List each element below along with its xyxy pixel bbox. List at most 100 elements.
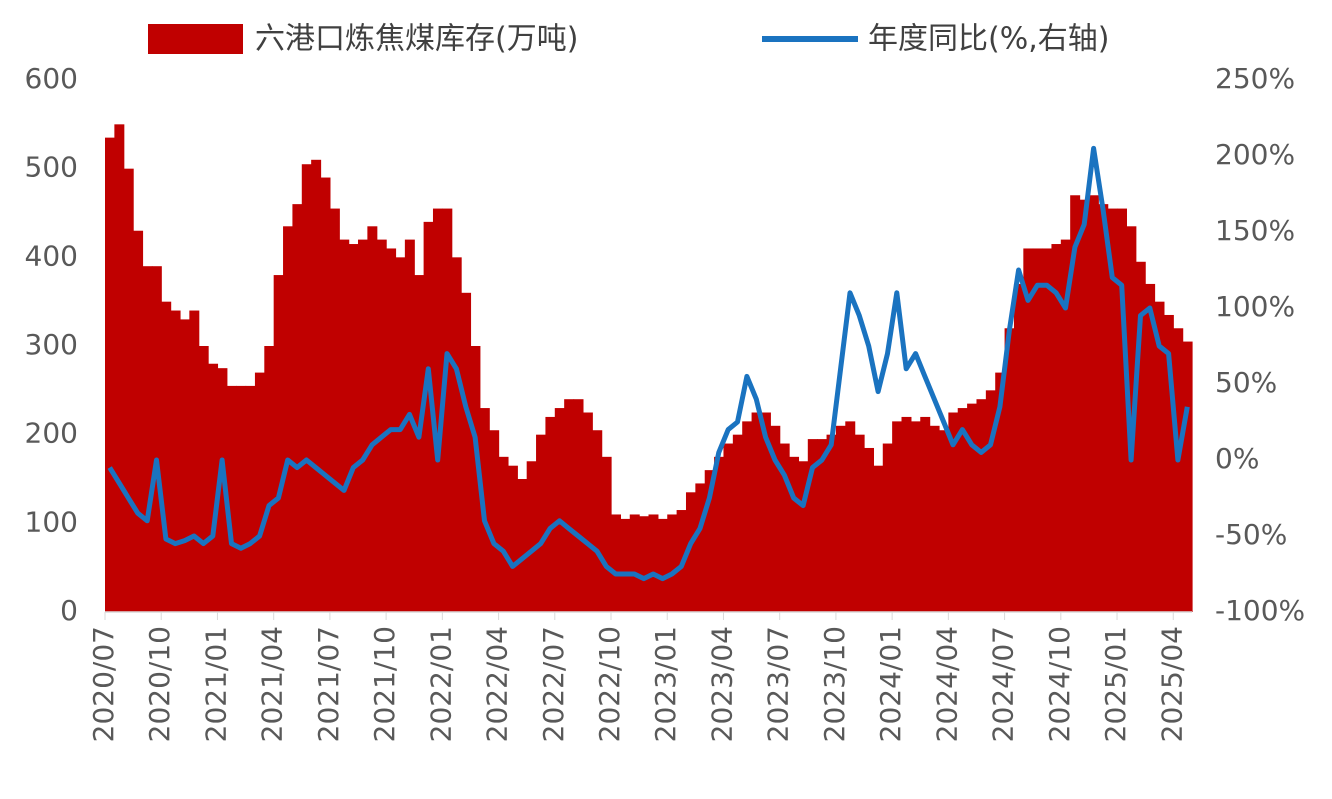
bar	[826, 434, 837, 612]
x-tick-label: 2021/10	[368, 626, 401, 742]
bar	[1060, 239, 1071, 612]
x-tick-label: 2022/10	[593, 626, 626, 742]
x-tick-label: 2020/07	[87, 626, 120, 742]
x-tick-label: 2025/01	[1099, 626, 1132, 742]
bar	[489, 430, 500, 612]
bar	[789, 456, 800, 612]
bar	[376, 239, 387, 612]
bar	[254, 372, 265, 612]
bar	[770, 425, 781, 612]
bar	[170, 310, 181, 612]
bar	[854, 434, 865, 612]
y2-tick-label: 200%	[1215, 138, 1295, 171]
bar	[245, 385, 256, 612]
y-tick-label: 300	[25, 328, 78, 361]
bar	[451, 257, 462, 612]
bar	[526, 461, 537, 612]
bar	[742, 421, 753, 612]
bar	[358, 239, 368, 612]
bar	[1163, 314, 1174, 612]
x-tick-label: 2023/04	[705, 626, 738, 742]
bar	[198, 346, 209, 612]
bar	[920, 416, 931, 612]
bar	[123, 168, 134, 612]
bar	[714, 456, 725, 612]
bar	[1117, 208, 1128, 613]
bar	[367, 226, 378, 613]
bar	[423, 221, 434, 612]
x-tick-label: 2020/10	[143, 626, 176, 742]
bar	[873, 465, 884, 612]
x-tick-label: 2024/01	[874, 626, 907, 742]
y2-tick-label: -100%	[1215, 594, 1305, 627]
y2-tick-label: 100%	[1215, 290, 1295, 323]
bar	[329, 208, 340, 613]
bar	[882, 443, 893, 612]
bar	[779, 443, 790, 612]
bar	[817, 439, 828, 612]
bar	[236, 385, 247, 612]
bar	[114, 124, 125, 612]
bar	[901, 416, 912, 612]
bar	[929, 425, 940, 612]
bar	[976, 399, 987, 612]
bar	[639, 516, 650, 612]
bar	[517, 479, 528, 612]
bar	[620, 518, 631, 612]
bar	[648, 514, 659, 612]
bar	[798, 461, 809, 612]
bar	[189, 310, 200, 612]
bar	[545, 416, 556, 612]
y-tick-label: 400	[25, 239, 78, 272]
x-tick-label: 2021/07	[312, 626, 345, 742]
line	[107, 145, 1190, 582]
bar	[208, 363, 219, 612]
bar	[751, 412, 762, 612]
x-tick-label: 2023/07	[762, 626, 795, 742]
legend-label: 六港口炼焦煤库存(万吨)	[255, 22, 578, 57]
bar	[283, 226, 294, 613]
bar	[1079, 199, 1090, 612]
y2-tick-label: 250%	[1215, 62, 1295, 95]
bar	[948, 412, 959, 612]
bar	[1051, 244, 1062, 613]
bar	[179, 319, 190, 612]
bar	[1145, 283, 1156, 612]
bar	[685, 492, 696, 612]
bar	[967, 403, 978, 612]
bar	[573, 399, 584, 612]
y-tick-label: 100	[25, 505, 78, 538]
legend-swatch	[148, 24, 243, 54]
bar	[1004, 328, 1015, 612]
bar	[732, 434, 743, 612]
bar	[1013, 283, 1024, 612]
bar	[339, 239, 350, 612]
x-tick-label: 2023/10	[818, 626, 851, 742]
bar	[629, 514, 640, 612]
bar	[582, 412, 593, 612]
bar	[1173, 328, 1184, 612]
bar	[892, 421, 903, 612]
y-tick-label: 500	[25, 151, 78, 184]
y2-tick-label: -50%	[1215, 518, 1287, 551]
bar	[1088, 195, 1099, 612]
bar	[507, 465, 518, 612]
bar	[226, 385, 237, 612]
y-tick-label: 200	[25, 417, 78, 450]
bar	[938, 430, 949, 612]
x-tick-label: 2021/04	[256, 626, 289, 742]
bar	[320, 177, 331, 613]
bar	[1098, 204, 1109, 612]
bar	[273, 275, 284, 612]
x-tick-label: 2023/01	[649, 626, 682, 742]
bar	[723, 443, 734, 612]
bar	[564, 399, 575, 612]
bar	[760, 412, 771, 612]
x-tick-label: 2022/07	[537, 626, 570, 742]
bar	[957, 408, 968, 612]
bar	[601, 456, 612, 612]
bar	[1182, 341, 1193, 612]
bar	[807, 439, 818, 612]
y2-tick-label: 150%	[1215, 214, 1295, 247]
